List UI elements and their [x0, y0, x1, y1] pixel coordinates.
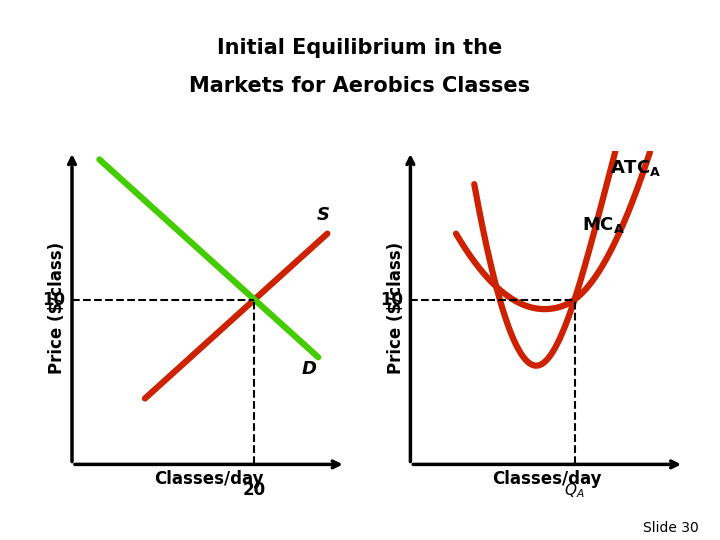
X-axis label: Classes/day: Classes/day — [492, 470, 602, 488]
Text: Slide 30: Slide 30 — [643, 521, 698, 535]
Text: S: S — [316, 206, 329, 225]
Text: $\mathbf{ATC_A}$: $\mathbf{ATC_A}$ — [610, 158, 661, 178]
Y-axis label: Price ($/class): Price ($/class) — [387, 242, 405, 374]
Text: 20: 20 — [243, 481, 266, 499]
Text: $Q_A$: $Q_A$ — [564, 481, 585, 500]
Text: D: D — [302, 360, 317, 378]
Text: $\mathbf{MC_A}$: $\mathbf{MC_A}$ — [582, 215, 625, 235]
Text: Markets for Aerobics Classes: Markets for Aerobics Classes — [189, 76, 531, 96]
Text: 10: 10 — [42, 291, 65, 308]
Text: Initial Equilibrium in the: Initial Equilibrium in the — [217, 38, 503, 58]
X-axis label: Classes/day: Classes/day — [154, 470, 264, 488]
Text: 10: 10 — [380, 291, 403, 308]
Y-axis label: Price ($/class): Price ($/class) — [48, 242, 66, 374]
